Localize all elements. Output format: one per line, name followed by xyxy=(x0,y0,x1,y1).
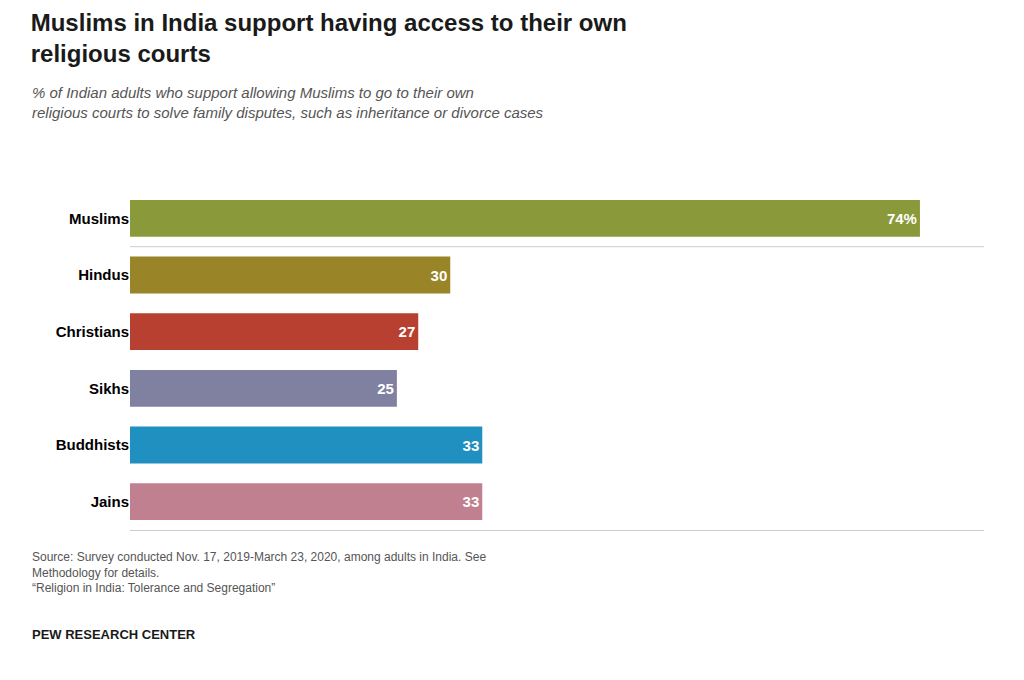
svg-text:Hindus: Hindus xyxy=(78,266,129,283)
svg-text:Jains: Jains xyxy=(91,493,129,510)
svg-text:33: 33 xyxy=(463,437,480,454)
svg-text:27: 27 xyxy=(399,323,416,340)
svg-text:Source: Survey conducted Nov.: Source: Survey conducted Nov. 17, 2019-M… xyxy=(32,550,486,595)
svg-text:Christians: Christians xyxy=(56,323,129,340)
svg-text:% of Indian adults who support: % of Indian adults who support allowing … xyxy=(32,84,544,121)
svg-text:Buddhists: Buddhists xyxy=(56,436,129,453)
svg-text:PEW RESEARCH CENTER: PEW RESEARCH CENTER xyxy=(32,627,196,642)
svg-text:Muslims: Muslims xyxy=(69,210,129,227)
svg-text:74%: 74% xyxy=(887,210,917,227)
svg-text:25: 25 xyxy=(377,380,394,397)
svg-text:Muslims in India support havin: Muslims in India support having access t… xyxy=(31,9,627,67)
svg-text:30: 30 xyxy=(431,267,448,284)
svg-text:33: 33 xyxy=(463,493,480,510)
svg-text:Sikhs: Sikhs xyxy=(89,380,129,397)
